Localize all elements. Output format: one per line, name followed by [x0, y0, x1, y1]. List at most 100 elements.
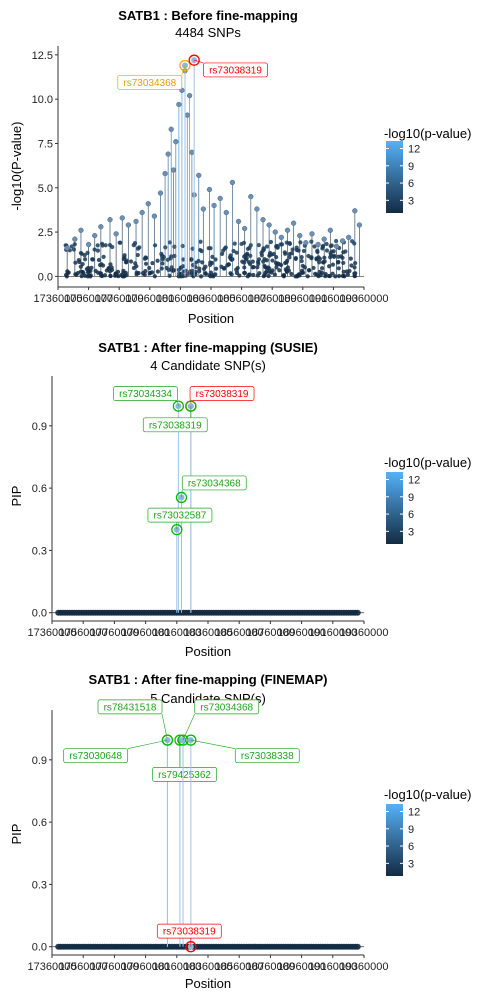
snp-point [206, 186, 213, 193]
snp-point [133, 218, 139, 225]
x-tick-label: 19360000 [340, 293, 389, 305]
snp-point [254, 206, 260, 212]
snp-dot [317, 269, 322, 275]
snp-dot [190, 272, 195, 278]
snp-label: rs73038319 [196, 389, 249, 400]
panel-before-fine-mapping: SATB1 : Before fine-mapping 4484 SNPs -l… [9, 8, 471, 326]
snp-label: rs73034368 [188, 478, 241, 489]
snp-dot [235, 265, 240, 271]
snp-dot [284, 260, 289, 265]
snp-point [333, 243, 340, 249]
y-tick-label: 0.0 [32, 942, 47, 954]
panel-1-subtitle: 4484 SNPs [175, 25, 241, 40]
snp-dot [244, 256, 249, 261]
highlight-ring [161, 734, 174, 746]
snp-point [184, 112, 190, 118]
x-tick-label: 18960000 [277, 961, 326, 973]
snp-point [92, 232, 98, 239]
snp-point [176, 101, 182, 108]
snp-dot [206, 246, 211, 251]
snp-label: rs73038319 [163, 927, 216, 938]
snp-dot [108, 273, 113, 279]
snp-dot [266, 273, 271, 279]
label-connector [194, 59, 204, 64]
snp-label: rs73030648 [69, 751, 122, 762]
snp-dot [250, 259, 255, 264]
panel-2-ylabel: PIP [9, 486, 24, 507]
snp-dot [102, 273, 108, 278]
highlight-ring [188, 54, 200, 66]
snp-point [284, 227, 291, 233]
snp-dot [324, 241, 329, 247]
snp-dot [69, 244, 74, 249]
highlight-ring [175, 491, 188, 504]
y-tick-label: 7.5 [38, 138, 53, 150]
snp-dot [277, 262, 282, 267]
background-snp-cloud [55, 943, 361, 950]
x-tick-label: 17360000 [28, 627, 77, 639]
snp-dot [330, 262, 336, 267]
snp-dot [137, 245, 142, 250]
x-tick-label: 18360000 [187, 293, 236, 305]
snp-point [165, 151, 171, 157]
background-snp-cloud [55, 609, 361, 616]
snp-dot [167, 273, 172, 278]
snp-dot [250, 265, 255, 270]
legend-tick-label: 9 [408, 824, 414, 836]
snp-label-box [113, 386, 178, 401]
snp-dot [142, 272, 147, 277]
snp-dot [166, 267, 171, 273]
snp-label: rs79425362 [158, 770, 211, 781]
x-tick-label: 17760000 [90, 961, 139, 973]
snp-label: rs78431518 [104, 702, 157, 713]
panel-2-legend: -log10(p-value) 12 9 6 3 [384, 455, 471, 544]
x-tick-label: 19160000 [309, 293, 358, 305]
y-tick-label: 0.3 [32, 879, 47, 891]
snp-dot [220, 251, 225, 257]
panel-1-legend: -log10(p-value) 12 9 6 3 [384, 126, 471, 213]
snp-dot [317, 256, 323, 261]
snp-dot [240, 259, 245, 264]
snp-dot [306, 253, 311, 259]
snp-dot [150, 260, 155, 266]
snp-dot [135, 252, 140, 258]
legend-tick-label: 12 [408, 806, 420, 818]
snp-point [339, 238, 346, 244]
x-tick-label: 18960000 [277, 627, 326, 639]
snp-dot [287, 251, 292, 257]
highlight-ring [179, 59, 191, 72]
y-tick-label: 10.0 [32, 94, 53, 106]
snp-point [321, 236, 327, 242]
snp-dot [266, 265, 271, 270]
snp-dot [301, 248, 307, 254]
snp-dot [232, 241, 237, 246]
snp-point [200, 206, 207, 212]
x-tick-label: 17360000 [28, 961, 77, 973]
snp-dot [270, 258, 275, 263]
snp-point [85, 241, 92, 248]
snp-dot [330, 271, 335, 276]
snp-dot [261, 274, 266, 279]
snp-dot [101, 254, 106, 259]
snp-point [125, 222, 132, 228]
snp-dot [347, 268, 352, 274]
snp-dot [89, 265, 94, 270]
panel-2-plot-area: 0.0 0.3 0.6 0.9 1736000017560000177600001796… [28, 376, 388, 639]
snp-dot [256, 257, 262, 262]
label-connector [177, 400, 179, 407]
snp-dot [247, 272, 252, 277]
snp-point [151, 213, 158, 219]
legend-tick-label: 9 [408, 492, 414, 504]
snp-dot [299, 255, 304, 260]
x-tick-label: 17960000 [121, 961, 170, 973]
snp-dot [328, 253, 334, 258]
snp-dot [121, 256, 126, 262]
snp-dot [334, 238, 339, 244]
snp-dot [320, 246, 325, 251]
snp-dot [320, 266, 325, 271]
snp-dot [299, 258, 304, 264]
x-tick-label: 17960000 [121, 627, 170, 639]
snp-point [346, 234, 352, 241]
snp-dot [152, 243, 158, 248]
snp-dot [234, 250, 239, 255]
